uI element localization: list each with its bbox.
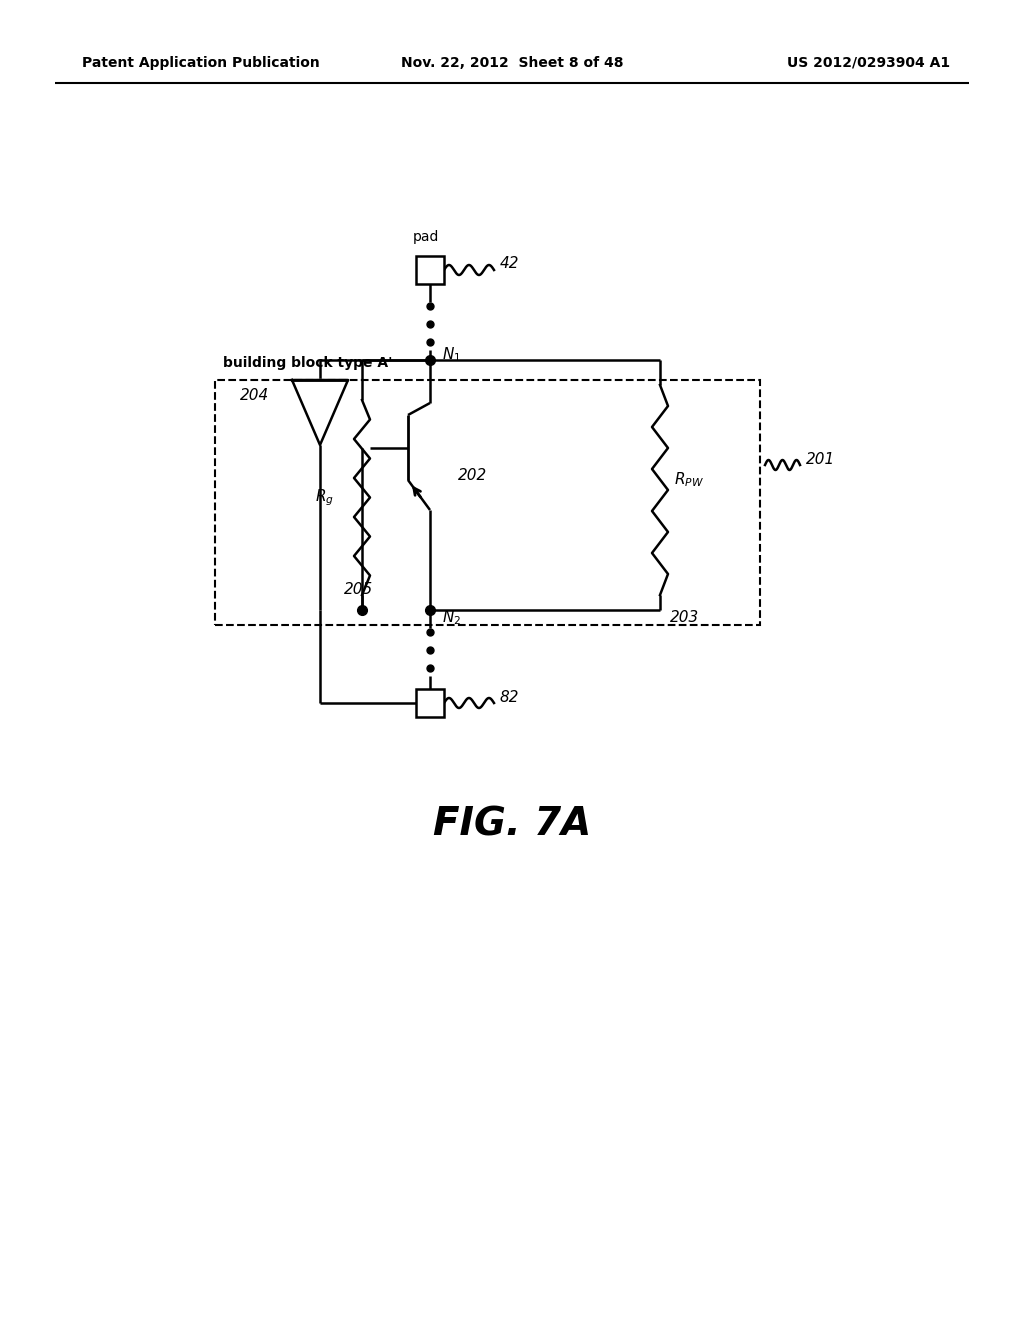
Text: $R_g$: $R_g$	[315, 487, 334, 508]
Text: 202: 202	[458, 467, 487, 483]
Text: 205: 205	[344, 582, 374, 598]
Text: US 2012/0293904 A1: US 2012/0293904 A1	[786, 55, 950, 70]
Text: pad: pad	[413, 230, 439, 244]
Text: 42: 42	[500, 256, 519, 272]
Text: $R_{PW}$: $R_{PW}$	[674, 471, 703, 490]
Text: $N_2$: $N_2$	[442, 609, 461, 627]
Text: 203: 203	[670, 610, 699, 624]
Text: building block type A': building block type A'	[223, 356, 392, 370]
Text: Nov. 22, 2012  Sheet 8 of 48: Nov. 22, 2012 Sheet 8 of 48	[400, 55, 624, 70]
Text: FIG. 7A: FIG. 7A	[433, 807, 591, 843]
Bar	[416, 689, 444, 717]
Bar	[416, 256, 444, 284]
Text: Patent Application Publication: Patent Application Publication	[82, 55, 319, 70]
Text: $N_1$: $N_1$	[442, 346, 461, 364]
Text: 82: 82	[500, 689, 519, 705]
Text: 204: 204	[240, 388, 269, 403]
Text: 201: 201	[806, 451, 836, 466]
Bar	[215, 380, 760, 624]
